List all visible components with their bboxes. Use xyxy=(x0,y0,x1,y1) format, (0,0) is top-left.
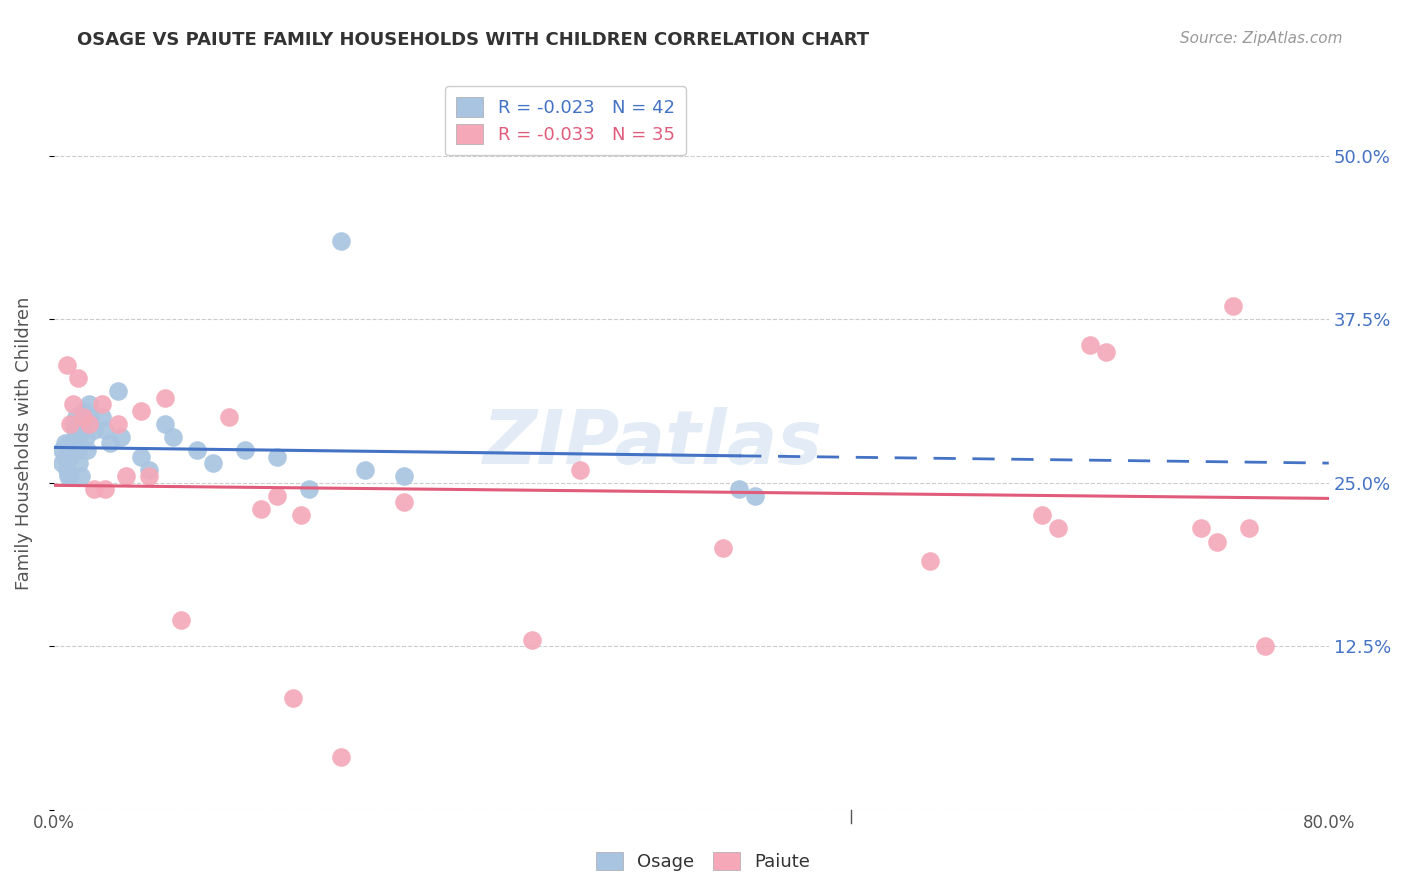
Point xyxy=(59,417,82,431)
Point xyxy=(94,482,117,496)
Point xyxy=(1189,521,1212,535)
Point xyxy=(1094,345,1116,359)
Point xyxy=(744,489,766,503)
Point xyxy=(728,482,751,496)
Point xyxy=(1046,521,1069,535)
Point xyxy=(394,495,416,509)
Point xyxy=(110,430,132,444)
Point xyxy=(131,404,153,418)
Point xyxy=(62,397,84,411)
Point xyxy=(65,410,87,425)
Point xyxy=(353,462,375,476)
Legend: R = -0.023   N = 42, R = -0.033   N = 35: R = -0.023 N = 42, R = -0.033 N = 35 xyxy=(446,87,686,155)
Point xyxy=(72,404,94,418)
Point xyxy=(73,417,96,431)
Point xyxy=(329,234,352,248)
Legend: Osage, Paiute: Osage, Paiute xyxy=(589,845,817,879)
Point xyxy=(131,450,153,464)
Point xyxy=(138,462,160,476)
Point xyxy=(218,410,240,425)
Point xyxy=(568,462,591,476)
Point xyxy=(298,482,321,496)
Point xyxy=(62,417,84,431)
Point xyxy=(1237,521,1260,535)
Point xyxy=(520,632,543,647)
Text: ZIPatlas: ZIPatlas xyxy=(484,407,823,480)
Point xyxy=(51,456,73,470)
Point xyxy=(53,450,76,464)
Point xyxy=(114,469,136,483)
Point xyxy=(98,436,121,450)
Point xyxy=(67,456,90,470)
Point xyxy=(83,482,105,496)
Point xyxy=(281,691,304,706)
Point xyxy=(1222,299,1244,313)
Point xyxy=(70,469,93,483)
Point xyxy=(920,554,942,568)
Point xyxy=(55,358,77,372)
Point xyxy=(55,462,77,476)
Text: OSAGE VS PAIUTE FAMILY HOUSEHOLDS WITH CHILDREN CORRELATION CHART: OSAGE VS PAIUTE FAMILY HOUSEHOLDS WITH C… xyxy=(77,31,869,49)
Point xyxy=(77,417,100,431)
Point xyxy=(83,424,105,438)
Point xyxy=(186,443,208,458)
Point xyxy=(107,417,129,431)
Point xyxy=(56,469,79,483)
Point xyxy=(155,391,177,405)
Point xyxy=(90,397,112,411)
Point xyxy=(1206,534,1229,549)
Point xyxy=(59,450,82,464)
Point xyxy=(107,384,129,399)
Text: Source: ZipAtlas.com: Source: ZipAtlas.com xyxy=(1180,31,1343,46)
Point xyxy=(1078,338,1101,352)
Point xyxy=(233,443,256,458)
Point xyxy=(290,508,312,523)
Point xyxy=(59,469,82,483)
Point xyxy=(90,410,112,425)
Point xyxy=(66,371,89,385)
Point xyxy=(170,613,193,627)
Point xyxy=(59,436,82,450)
Point xyxy=(51,443,73,458)
Point xyxy=(329,750,352,764)
Point xyxy=(266,489,288,503)
Point xyxy=(63,424,86,438)
Point xyxy=(138,469,160,483)
Point xyxy=(66,443,89,458)
Point xyxy=(266,450,288,464)
Point xyxy=(162,430,184,444)
Point xyxy=(94,424,117,438)
Point xyxy=(711,541,734,555)
Point xyxy=(1254,639,1277,653)
Point xyxy=(76,443,98,458)
Point xyxy=(77,397,100,411)
Point xyxy=(394,469,416,483)
Point xyxy=(79,410,101,425)
Point xyxy=(72,410,94,425)
Point xyxy=(250,501,273,516)
Point xyxy=(202,456,225,470)
Point xyxy=(75,430,97,444)
Point xyxy=(155,417,177,431)
Point xyxy=(1031,508,1053,523)
Point xyxy=(66,430,89,444)
Point xyxy=(53,436,76,450)
Y-axis label: Family Households with Children: Family Households with Children xyxy=(15,297,32,591)
